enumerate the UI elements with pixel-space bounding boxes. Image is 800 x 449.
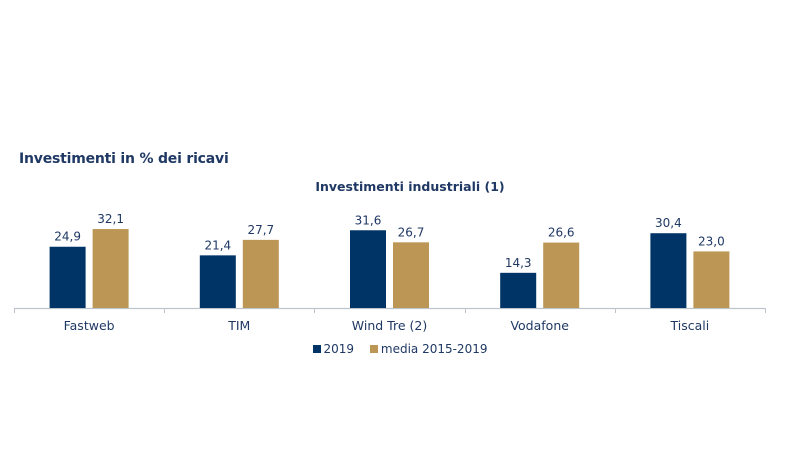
bar-2019 bbox=[650, 233, 687, 308]
section-title: Investimenti in % dei ricavi bbox=[19, 151, 229, 167]
bar-2019 bbox=[500, 272, 537, 308]
legend-label-2019: 2019 bbox=[323, 342, 355, 356]
legend-item-2019: 2019 bbox=[312, 342, 355, 356]
x-tick-label: Tiscali bbox=[670, 318, 710, 333]
data-label: 23,0 bbox=[698, 234, 725, 248]
x-tick-label: Fastweb bbox=[64, 318, 115, 333]
data-label: 14,3 bbox=[505, 256, 532, 270]
legend-label-media: media 2015-2019 bbox=[380, 342, 488, 356]
legend-item-media: media 2015-2019 bbox=[369, 342, 488, 356]
legend-swatch-2019 bbox=[312, 345, 321, 353]
bar-media bbox=[543, 242, 580, 308]
data-label: 30,4 bbox=[655, 216, 682, 230]
data-label: 32,1 bbox=[97, 212, 124, 226]
chart-title: Investimenti industriali (1) bbox=[315, 179, 505, 194]
data-label: 24,9 bbox=[54, 230, 81, 244]
bar-2019 bbox=[350, 230, 386, 308]
data-label: 27,7 bbox=[247, 223, 274, 237]
x-tick-label: Vodafone bbox=[510, 318, 569, 333]
data-label: 26,6 bbox=[548, 226, 575, 240]
x-tick-label: TIM bbox=[227, 318, 250, 333]
legend: 2019 media 2015-2019 bbox=[0, 342, 800, 356]
bar-2019 bbox=[49, 246, 86, 308]
bar-media bbox=[693, 251, 730, 308]
bar-media bbox=[242, 239, 279, 308]
bar-media bbox=[92, 229, 129, 308]
x-tick-label: Wind Tre (2) bbox=[352, 318, 427, 333]
legend-swatch-media bbox=[369, 345, 378, 353]
bar-media bbox=[393, 242, 429, 308]
data-label: 31,6 bbox=[355, 213, 382, 227]
bar-2019 bbox=[199, 255, 236, 308]
data-label: 26,7 bbox=[398, 225, 425, 239]
data-label: 21,4 bbox=[204, 238, 231, 252]
